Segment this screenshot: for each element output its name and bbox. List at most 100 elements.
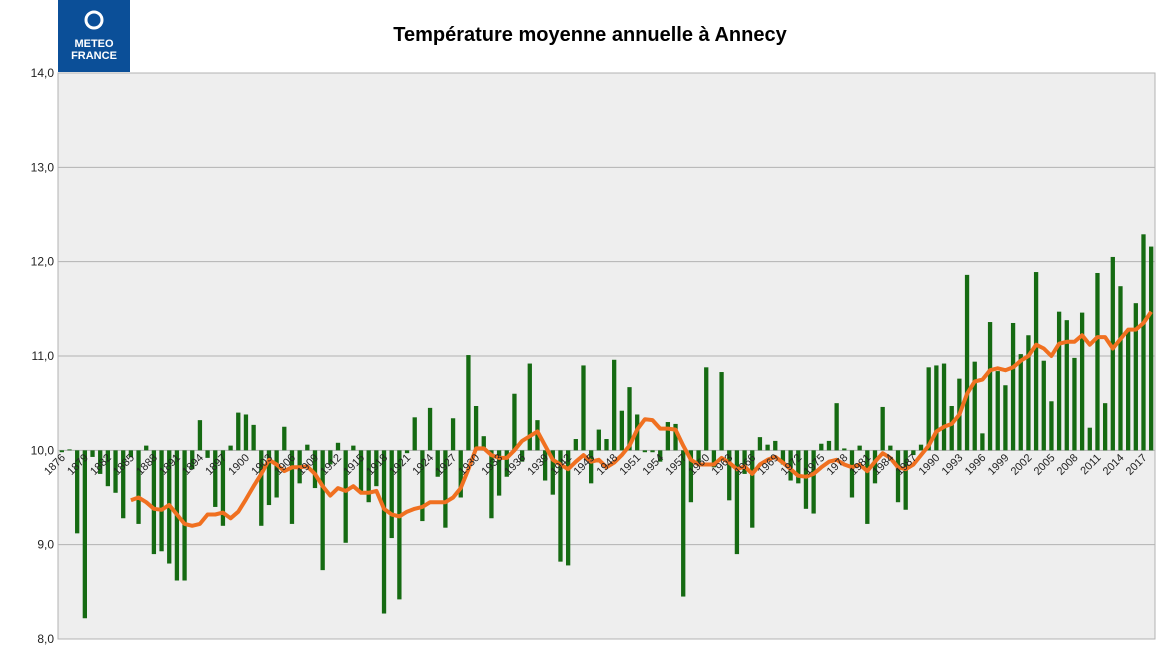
bar (75, 450, 80, 534)
bar (1110, 256, 1115, 451)
bar (573, 439, 578, 451)
bar (1072, 357, 1077, 451)
bar (190, 450, 195, 470)
bar (266, 450, 272, 506)
bar (819, 443, 824, 451)
logo-text: FRANCE (71, 50, 117, 62)
bar (274, 450, 279, 498)
bar (243, 414, 249, 451)
bar (259, 450, 264, 526)
bar (251, 424, 256, 451)
bar (159, 450, 164, 552)
bar (742, 450, 747, 474)
bar (995, 371, 1000, 451)
bar (312, 450, 318, 489)
bar (918, 444, 924, 451)
bar (688, 450, 694, 503)
bar (696, 450, 701, 465)
bar (750, 450, 755, 528)
bar (757, 437, 763, 451)
bar (888, 445, 893, 451)
bar (512, 393, 517, 451)
moving-average-line (130, 310, 1153, 528)
bar (604, 439, 609, 451)
chart-title: Température moyenne annuelle à Annecy (393, 24, 787, 46)
bar (1056, 311, 1062, 451)
y-tick-label: 14,0 (31, 66, 55, 80)
bar (1133, 303, 1138, 451)
bar (619, 410, 624, 451)
bar (144, 445, 149, 451)
bar (1141, 234, 1146, 451)
bar (374, 450, 379, 487)
bar (926, 367, 931, 451)
bar (903, 450, 908, 510)
bar (558, 450, 563, 562)
bar (1095, 272, 1100, 451)
bar (404, 450, 410, 454)
bar (934, 365, 939, 451)
bar (658, 450, 663, 462)
bar (289, 450, 295, 524)
bar (765, 444, 770, 451)
bar (849, 450, 855, 498)
bar (826, 440, 832, 451)
bar (796, 450, 801, 484)
bar (911, 450, 916, 456)
bar (1018, 354, 1023, 451)
y-tick-label: 11,0 (32, 349, 55, 363)
bar (458, 450, 463, 498)
bar (811, 450, 816, 514)
bar (650, 450, 655, 453)
bar (1149, 246, 1154, 451)
bar (450, 418, 456, 451)
bar (305, 444, 310, 451)
bar (1079, 312, 1085, 451)
bar (1064, 320, 1069, 451)
bar (389, 450, 394, 539)
bar (596, 429, 601, 451)
bar (1118, 286, 1123, 451)
bar (964, 274, 970, 451)
bar (105, 450, 111, 487)
bar (412, 417, 417, 451)
bar (136, 450, 141, 524)
bar (335, 442, 341, 451)
y-tick-label: 12,0 (31, 255, 55, 269)
bar (90, 450, 95, 457)
bar (734, 450, 740, 555)
bar (228, 445, 233, 451)
bar (681, 450, 686, 597)
bar (358, 450, 364, 493)
bar (435, 450, 440, 477)
bar (205, 450, 210, 458)
bar (282, 426, 287, 451)
bar (589, 450, 594, 484)
bar (236, 412, 241, 451)
bar (366, 450, 371, 503)
bar (527, 363, 532, 451)
y-tick-label: 9,0 (37, 538, 54, 552)
bar (443, 450, 448, 528)
bar (466, 355, 471, 451)
bar (151, 450, 157, 555)
bar (220, 450, 226, 526)
bar (865, 450, 870, 524)
bar (320, 450, 325, 571)
bar (627, 387, 632, 451)
bar (1010, 322, 1016, 451)
bar (1026, 335, 1031, 451)
bar (381, 450, 387, 614)
bar (941, 363, 947, 451)
y-tick-label: 8,0 (37, 632, 54, 646)
bar (1087, 427, 1092, 451)
bar (504, 450, 509, 477)
bar (113, 450, 118, 493)
bar (182, 450, 187, 581)
bar (67, 449, 72, 451)
bar (565, 450, 571, 566)
bar (972, 361, 977, 451)
bar (880, 406, 885, 451)
bar (987, 322, 993, 451)
